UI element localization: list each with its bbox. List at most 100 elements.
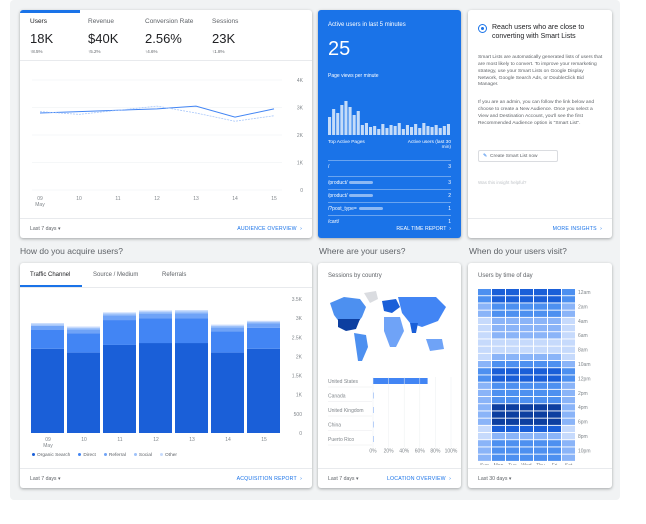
tab-source-medium[interactable]: Source / Medium bbox=[93, 272, 139, 278]
realtime-row[interactable]: /product/2 bbox=[328, 189, 451, 199]
heatmap-cell bbox=[520, 339, 533, 346]
realtime-row[interactable]: /product/3 bbox=[328, 176, 451, 186]
insight-target-icon bbox=[478, 24, 487, 33]
pageview-bar bbox=[410, 127, 414, 135]
date-range-dropdown[interactable]: Last 7 days ▾ bbox=[328, 475, 359, 482]
heatmap-cell bbox=[506, 361, 519, 368]
heatmap-cell bbox=[506, 375, 519, 382]
stacked-bar-segment bbox=[175, 311, 208, 314]
legend-item: Social bbox=[133, 453, 152, 458]
audience-overview-link[interactable]: AUDIENCE OVERVIEW › bbox=[237, 225, 302, 232]
x-tick-label: 09 bbox=[37, 196, 43, 202]
heatmap-cell bbox=[534, 397, 547, 404]
heatmap-cell bbox=[492, 425, 505, 433]
heatmap-cell bbox=[492, 289, 505, 296]
heatmap-cell bbox=[534, 418, 547, 425]
heatmap-cell bbox=[478, 346, 491, 353]
metric-users[interactable]: Users 18K ↑8.5% bbox=[30, 18, 53, 54]
realtime-report-link[interactable]: REAL TIME REPORT › bbox=[396, 226, 451, 232]
date-range-label: Last 30 days bbox=[478, 475, 508, 482]
stacked-bar-segment bbox=[247, 320, 280, 322]
heatmap-cell bbox=[548, 397, 561, 404]
heatmap-cell bbox=[562, 389, 575, 397]
heatmap-cell bbox=[548, 425, 561, 433]
pageview-bar bbox=[442, 126, 446, 135]
heatmap-cell bbox=[548, 447, 561, 454]
heatmap-cell bbox=[520, 289, 533, 296]
metric-conversion-rate[interactable]: Conversion Rate 2.56% ↑4.6% bbox=[145, 18, 193, 54]
heatmap-cell bbox=[534, 368, 547, 375]
heatmap-cell bbox=[506, 332, 519, 339]
heatmap-cell bbox=[478, 447, 491, 454]
heatmap-cell bbox=[492, 353, 505, 361]
y-tick-label: 10am bbox=[578, 362, 591, 368]
pageview-bar bbox=[336, 113, 340, 135]
location-overview-link[interactable]: LOCATION OVERVIEW › bbox=[386, 475, 451, 482]
metric-revenue[interactable]: Revenue $40K ↑5.2% bbox=[88, 18, 118, 54]
stacked-bar-segment bbox=[139, 311, 172, 314]
time-of-day-footer: Last 30 days ▾ bbox=[468, 468, 612, 488]
heatmap-cell bbox=[534, 332, 547, 339]
stacked-bar-segment bbox=[139, 318, 172, 344]
heatmap-cell bbox=[478, 296, 491, 303]
heatmap-cell bbox=[506, 296, 519, 303]
pageview-bar bbox=[344, 101, 348, 135]
heatmap-cell bbox=[478, 425, 491, 433]
tab-referrals[interactable]: Referrals bbox=[162, 272, 187, 278]
heatmap-cell bbox=[520, 346, 533, 353]
stacked-bar-segment bbox=[175, 310, 208, 312]
more-insights-link[interactable]: MORE INSIGHTS › bbox=[552, 225, 602, 232]
realtime-row[interactable]: /cart/1 bbox=[328, 215, 451, 225]
stacked-bar-segment bbox=[139, 310, 172, 312]
heatmap-cell bbox=[562, 317, 575, 325]
x-tick-label: Tue bbox=[508, 463, 517, 465]
map-south-america bbox=[354, 333, 368, 361]
x-tick-label: 10 bbox=[81, 437, 87, 443]
heatmap-cell bbox=[520, 332, 533, 339]
heatmap-cell bbox=[562, 425, 575, 433]
heatmap-cell bbox=[548, 332, 561, 339]
insights-card: Reach users who are close to converting … bbox=[468, 10, 612, 238]
metric-value: 23K bbox=[212, 31, 236, 46]
date-range-dropdown[interactable]: Last 30 days ▾ bbox=[478, 475, 512, 482]
heatmap-cell bbox=[492, 310, 505, 317]
heatmap-cell bbox=[534, 425, 547, 433]
realtime-row[interactable]: /3 bbox=[328, 160, 451, 170]
redacted-text bbox=[349, 181, 374, 185]
heatmap-cell bbox=[548, 339, 561, 346]
insight-feedback[interactable]: Was this insight helpful? bbox=[478, 180, 527, 185]
heatmap-cell bbox=[478, 310, 491, 317]
date-range-dropdown[interactable]: Last 7 days ▾ bbox=[30, 475, 61, 482]
pageview-bar bbox=[381, 124, 385, 135]
heatmap-cell bbox=[478, 361, 491, 368]
heatmap-cell bbox=[506, 353, 519, 361]
create-smart-list-button[interactable]: ✎ Create Smart List now bbox=[478, 150, 558, 162]
acquisition-footer: Last 7 days ▾ ACQUISITION REPORT › bbox=[20, 468, 312, 488]
edit-icon: ✎ bbox=[483, 153, 488, 159]
heatmap-cell bbox=[478, 317, 491, 325]
heatmap-cell bbox=[534, 411, 547, 418]
y-tick-label: 6am bbox=[578, 333, 588, 339]
realtime-row[interactable]: /?post_type= 1 bbox=[328, 202, 451, 212]
date-range-dropdown[interactable]: Last 7 days ▾ bbox=[30, 225, 61, 232]
heatmap-cell bbox=[478, 339, 491, 346]
heatmap-cell bbox=[506, 404, 519, 411]
active-tab-indicator bbox=[20, 285, 82, 287]
metric-sessions[interactable]: Sessions 23K ↑1.8% bbox=[212, 18, 238, 54]
metric-label: Conversion Rate bbox=[145, 18, 194, 25]
heatmap-cell bbox=[562, 346, 575, 353]
stacked-bar-segment bbox=[67, 326, 100, 328]
tab-traffic-channel[interactable]: Traffic Channel bbox=[30, 272, 71, 278]
y-tick-label: 12am bbox=[578, 290, 591, 296]
users-by-time-title: Users by time of day bbox=[478, 273, 533, 279]
heatmap-cell bbox=[534, 317, 547, 325]
stacked-bar-segment bbox=[211, 324, 244, 326]
y-tick-label: 4pm bbox=[578, 405, 588, 411]
heatmap-cell bbox=[562, 397, 575, 404]
acquisition-report-label: ACQUISITION REPORT bbox=[236, 475, 297, 482]
acquisition-report-link[interactable]: ACQUISITION REPORT › bbox=[236, 475, 302, 482]
heatmap-cell bbox=[506, 389, 519, 397]
y-tick-label: 6pm bbox=[578, 420, 588, 426]
stacked-bar-segment bbox=[247, 321, 280, 324]
sessions-by-country-bars: United States Canada United Kingdom China Pu… bbox=[328, 377, 458, 455]
